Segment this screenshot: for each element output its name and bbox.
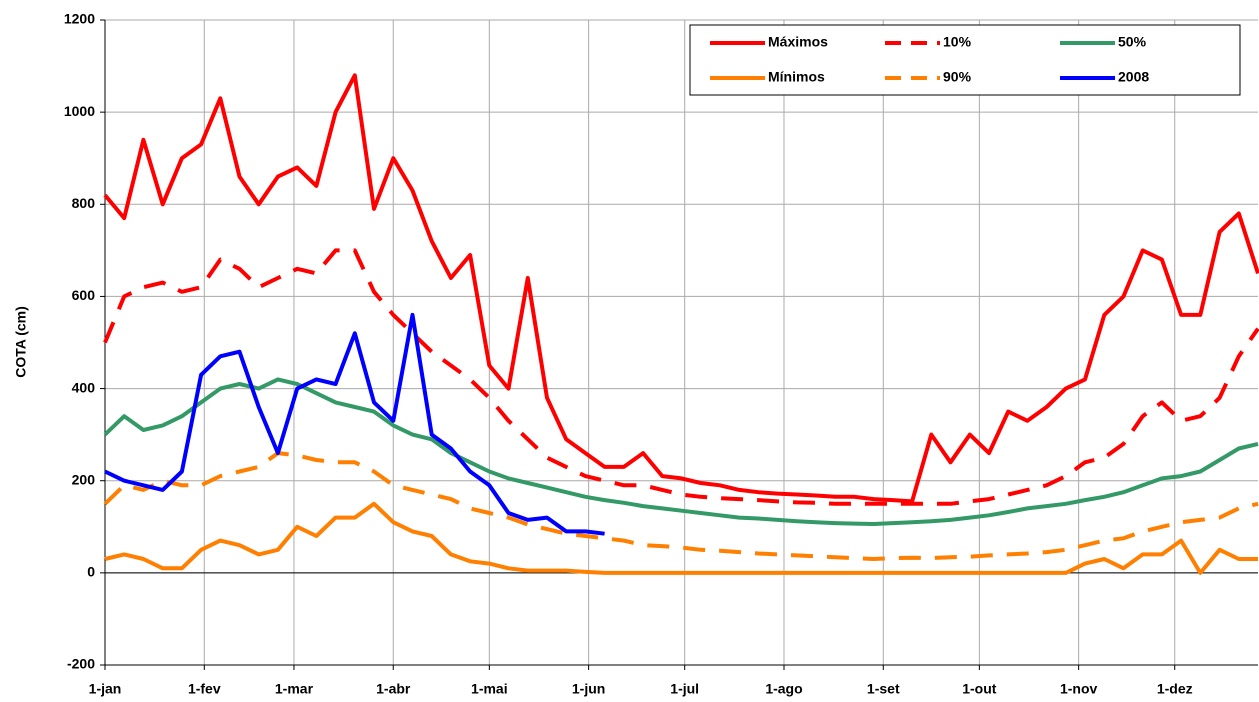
x-tick-label: 1-ago [765, 681, 802, 697]
x-tick-label: 1-jan [89, 681, 122, 697]
series-line [103, 377, 1259, 526]
legend-label: Mínimos [768, 69, 825, 85]
x-tick-label: 1-mai [471, 681, 508, 697]
x-tick-label: 1-set [867, 681, 900, 697]
x-tick-label: 1-dez [1157, 681, 1193, 697]
series-line [103, 73, 1259, 504]
y-tick-label: 0 [87, 564, 95, 580]
legend-label: 10% [943, 34, 972, 50]
y-tick-label: 400 [72, 379, 96, 395]
y-tick-label: 600 [72, 287, 96, 303]
x-tick-label: 1-mar [275, 681, 314, 697]
series-line [104, 501, 1258, 575]
y-tick-label: 200 [72, 471, 96, 487]
series-line [104, 312, 605, 536]
legend-label: 2008 [1118, 69, 1149, 85]
x-tick-label: 1-nov [1060, 681, 1098, 697]
legend-label: 50% [1118, 34, 1147, 50]
legend-label: 90% [943, 69, 972, 85]
y-tick-label: 800 [72, 195, 96, 211]
x-tick-label: 1-out [962, 681, 997, 697]
y-tick-label: -200 [67, 656, 95, 672]
x-tick-label: 1-abr [376, 681, 411, 697]
series-line [103, 248, 1259, 506]
y-tick-label: 1200 [64, 11, 95, 27]
legend: Máximos Mínimos 10% 90% 50% 2008 [689, 24, 1241, 96]
x-tick-label: 1-jul [670, 681, 699, 697]
x-tick-label: 1-fev [188, 681, 221, 697]
x-tick-label: 1-jun [572, 681, 605, 697]
legend-box [689, 24, 1241, 96]
y-tick-label: 1000 [64, 103, 95, 119]
legend-label: Máximos [768, 34, 828, 50]
y-axis-label: COTA (cm) [13, 306, 29, 378]
series-line [103, 451, 1259, 561]
